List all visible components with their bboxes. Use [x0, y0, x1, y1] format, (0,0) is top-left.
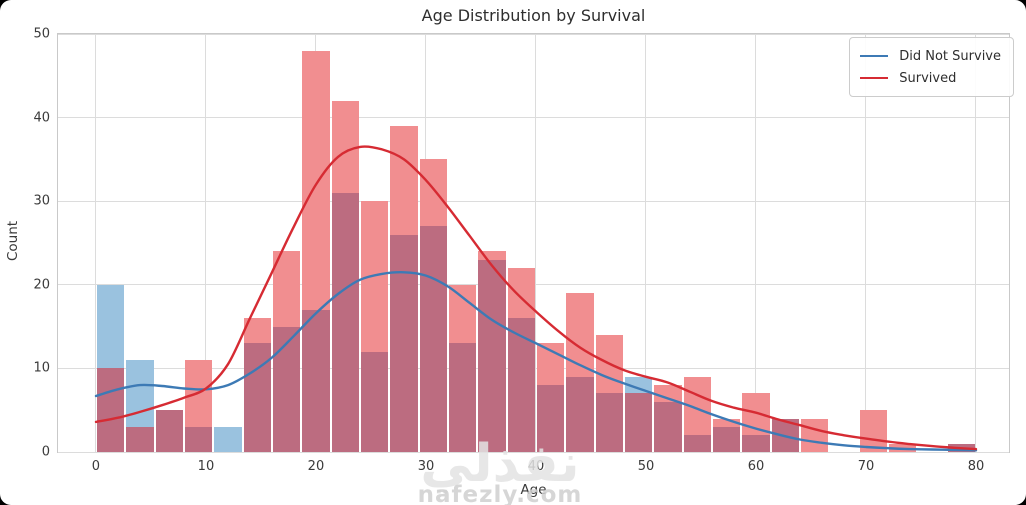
histogram-bar-survived: [654, 385, 682, 402]
chart-title: Age Distribution by Survival: [421, 6, 646, 25]
histogram-bar-overlap: [390, 234, 418, 452]
histogram-bar-survived: [712, 418, 741, 427]
x-tick-label: 50: [637, 459, 655, 474]
kde-curve-survived: [94, 145, 978, 451]
histogram-bar-did-not-survive: [214, 426, 242, 452]
x-axis-label: Age: [520, 482, 547, 498]
x-tick-label: 30: [417, 459, 435, 474]
histogram-bar-overlap: [272, 326, 301, 452]
histogram-bar-survived: [448, 284, 477, 344]
gridline-horizontal: [58, 33, 1009, 35]
histogram-bar-survived: [419, 159, 447, 227]
histogram-bar-overlap: [360, 351, 389, 452]
plot-area: [57, 33, 1010, 453]
kde-curve-did-not-survive: [94, 271, 978, 452]
legend-line-red-icon: [860, 77, 889, 79]
histogram-bar-did-not-survive: [126, 360, 154, 427]
legend-label-did-not-survive: Did Not Survive: [899, 48, 1001, 64]
histogram-bar-overlap: [96, 368, 125, 452]
histogram-bar-survived: [302, 50, 330, 310]
histogram-bar-did-not-survive: [624, 376, 653, 394]
gridline-vertical: [95, 34, 97, 452]
histogram-bar-overlap: [654, 401, 682, 452]
histogram-bar-survived: [800, 418, 829, 452]
y-tick-label: 10: [33, 360, 50, 376]
x-tick-label: 10: [197, 459, 215, 474]
histogram-bar-overlap: [302, 309, 330, 452]
x-tick-label: 80: [967, 459, 985, 474]
histogram-bar-overlap: [478, 259, 506, 452]
histogram-bar-survived: [272, 251, 301, 327]
y-tick-label: 30: [33, 193, 50, 209]
histogram-bar-overlap: [126, 426, 154, 452]
y-tick-label: 0: [41, 444, 50, 460]
x-tick-label: 70: [857, 459, 875, 474]
legend-label-survived: Survived: [899, 70, 957, 86]
histogram-bar-overlap: [331, 192, 359, 452]
gridline-vertical: [755, 34, 757, 452]
histogram-bar-overlap: [536, 385, 565, 452]
x-tick-label: 60: [747, 459, 765, 474]
y-axis-label: Count: [5, 220, 21, 262]
kde-curves-layer: [94, 145, 978, 452]
gridline-vertical: [645, 34, 647, 452]
gridline-horizontal: [58, 117, 1009, 119]
histogram-bar-overlap: [742, 435, 770, 452]
histogram-bar-survived: [566, 293, 594, 377]
y-tick-label: 40: [33, 110, 50, 126]
x-tick-label: 40: [527, 459, 545, 474]
histogram-bar-overlap: [566, 376, 594, 452]
legend-row-did-not-survive: Did Not Survive: [860, 45, 1001, 67]
histogram-bar-overlap: [448, 343, 477, 452]
histogram-bar-overlap: [683, 435, 711, 452]
x-tick-label: 0: [91, 459, 101, 474]
y-tick-label: 50: [33, 26, 50, 42]
legend: Did Not Survive Survived: [849, 37, 1014, 97]
legend-row-survived: Survived: [860, 67, 1001, 89]
histogram-bar-overlap: [419, 226, 447, 452]
gridline-horizontal: [58, 200, 1009, 202]
gridline-horizontal: [58, 451, 1009, 453]
y-tick-label: 20: [33, 277, 50, 293]
histogram-bar-survived: [478, 251, 506, 260]
gridline-vertical: [975, 34, 977, 452]
gridline-vertical: [205, 34, 207, 452]
histogram-bar-survived: [507, 268, 535, 319]
histogram-bar-survived: [390, 125, 418, 235]
histogram-bar-overlap: [184, 426, 213, 452]
histogram-bar-overlap: [712, 426, 741, 452]
histogram-bar-survived: [331, 100, 359, 193]
histogram-bar-did-not-survive: [96, 284, 125, 369]
histogram-bar-survived: [859, 410, 887, 452]
histogram-bar-overlap: [155, 410, 183, 452]
histogram-bars-layer: [58, 34, 1009, 452]
histogram-bar-overlap: [595, 393, 623, 452]
gridline-vertical: [865, 34, 867, 452]
histogram-bar-overlap: [624, 393, 653, 452]
legend-line-blue-icon: [860, 55, 889, 57]
gridline-vertical: [535, 34, 537, 452]
x-tick-label: 20: [307, 459, 325, 474]
